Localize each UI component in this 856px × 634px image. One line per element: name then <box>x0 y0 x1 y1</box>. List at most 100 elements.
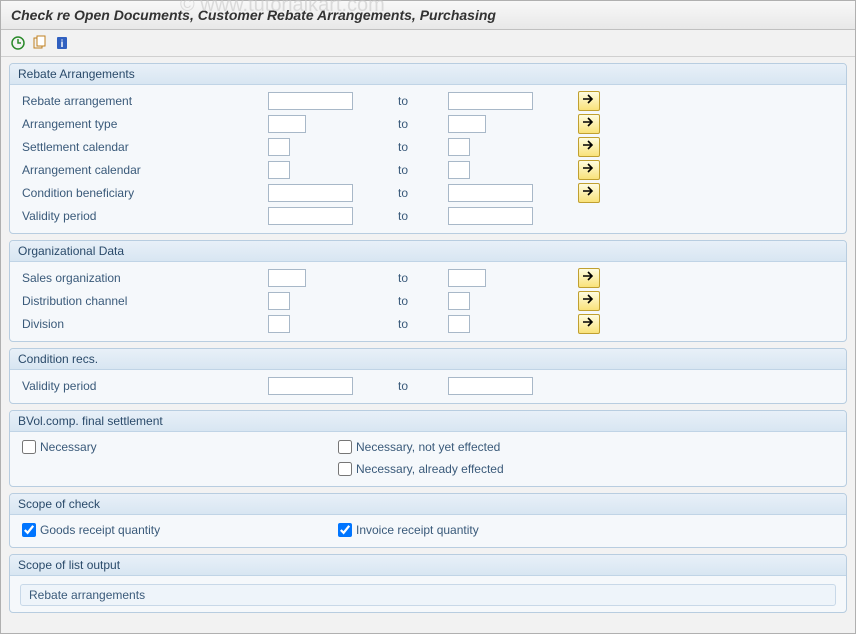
group-rebate-arrangements: Rebate Arrangements Rebate arrangement to… <box>9 63 847 234</box>
rebate-to-input[interactable] <box>448 161 470 179</box>
group-header-bvol: BVol.comp. final settlement <box>10 411 846 432</box>
to-label: to <box>398 271 448 285</box>
field-row: Division to <box>18 312 838 335</box>
execute-icon[interactable] <box>9 34 27 52</box>
checkbox-label: Goods receipt quantity <box>40 523 160 537</box>
org-from-input[interactable] <box>268 292 290 310</box>
rebate-to-input[interactable] <box>448 207 533 225</box>
rebate-from-input[interactable] <box>268 161 290 179</box>
field-row: Sales organization to <box>18 266 838 289</box>
checkbox[interactable] <box>338 440 352 454</box>
multiple-selection-button[interactable] <box>578 114 600 134</box>
field-row: Distribution channel to <box>18 289 838 312</box>
rebate-from-input[interactable] <box>268 207 353 225</box>
field-row: Arrangement type to <box>18 112 838 135</box>
group-organizational-data: Organizational Data Sales organization to… <box>9 240 847 342</box>
field-label: Sales organization <box>18 271 268 285</box>
rebate-from-input[interactable] <box>268 184 353 202</box>
sub-header-rebate-arrangements: Rebate arrangements <box>20 584 836 606</box>
to-label: to <box>398 209 448 223</box>
content-area: Rebate Arrangements Rebate arrangement to… <box>1 57 855 621</box>
to-label: to <box>398 163 448 177</box>
org-to-input[interactable] <box>448 292 470 310</box>
group-header-cond: Condition recs. <box>10 349 846 370</box>
rebate-from-input[interactable] <box>268 92 353 110</box>
page-title: Check re Open Documents, Customer Rebate… <box>1 1 855 30</box>
multiple-selection-button[interactable] <box>578 137 600 157</box>
rebate-to-input[interactable] <box>448 138 470 156</box>
group-bvol: BVol.comp. final settlement NecessaryNec… <box>9 410 847 487</box>
to-label: to <box>398 140 448 154</box>
title-text: Check re Open Documents, Customer Rebate… <box>11 7 496 23</box>
check-row: Goods receipt quantity Invoice receipt qu… <box>18 519 838 541</box>
org-from-input[interactable] <box>268 269 306 287</box>
group-list-output: Scope of list output Rebate arrangements <box>9 554 847 613</box>
to-label: to <box>398 317 448 331</box>
org-from-input[interactable] <box>268 315 290 333</box>
check-row: Necessary, already effected <box>18 458 838 480</box>
multiple-selection-button[interactable] <box>578 291 600 311</box>
field-label: Distribution channel <box>18 294 268 308</box>
info-icon[interactable]: i <box>53 34 71 52</box>
variant-icon[interactable] <box>31 34 49 52</box>
field-label: Arrangement type <box>18 117 268 131</box>
checkbox-label: Invoice receipt quantity <box>356 523 479 537</box>
arrow-right-icon <box>582 185 596 200</box>
multiple-selection-button[interactable] <box>578 314 600 334</box>
field-row: Validity period to <box>18 204 838 227</box>
field-label: Settlement calendar <box>18 140 268 154</box>
checkbox[interactable] <box>338 462 352 476</box>
checkbox[interactable] <box>22 440 36 454</box>
to-label: to <box>398 186 448 200</box>
org-to-input[interactable] <box>448 315 470 333</box>
multiple-selection-button[interactable] <box>578 91 600 111</box>
to-label: to <box>398 94 448 108</box>
group-scope-check: Scope of check Goods receipt quantity Inv… <box>9 493 847 548</box>
rebate-to-input[interactable] <box>448 115 486 133</box>
field-row: Rebate arrangement to <box>18 89 838 112</box>
to-label: to <box>398 379 448 393</box>
toolbar: i <box>1 30 855 57</box>
field-row: Condition beneficiary to <box>18 181 838 204</box>
group-header-scope: Scope of check <box>10 494 846 515</box>
arrow-right-icon <box>582 316 596 331</box>
checkbox-label: Necessary, already effected <box>356 462 504 476</box>
rebate-to-input[interactable] <box>448 184 533 202</box>
checkbox-label: Necessary, not yet effected <box>356 440 500 454</box>
arrow-right-icon <box>582 162 596 177</box>
field-label: Rebate arrangement <box>18 94 268 108</box>
field-label: Arrangement calendar <box>18 163 268 177</box>
multiple-selection-button[interactable] <box>578 160 600 180</box>
svg-text:i: i <box>61 39 64 50</box>
field-row: Validity period to <box>18 374 838 397</box>
multiple-selection-button[interactable] <box>578 183 600 203</box>
group-condition-recs: Condition recs. Validity period to <box>9 348 847 404</box>
arrow-right-icon <box>582 139 596 154</box>
org-to-input[interactable] <box>448 269 486 287</box>
field-label: Condition beneficiary <box>18 186 268 200</box>
field-label: Validity period <box>18 209 268 223</box>
checkbox-label: Necessary <box>40 440 97 454</box>
arrow-right-icon <box>582 293 596 308</box>
arrow-right-icon <box>582 270 596 285</box>
field-row: Settlement calendar to <box>18 135 838 158</box>
group-header-listoutput: Scope of list output <box>10 555 846 576</box>
to-label: to <box>398 117 448 131</box>
arrow-right-icon <box>582 116 596 131</box>
rebate-from-input[interactable] <box>268 138 290 156</box>
checkbox[interactable] <box>22 523 36 537</box>
field-label: Validity period <box>18 379 268 393</box>
to-label: to <box>398 294 448 308</box>
field-row: Arrangement calendar to <box>18 158 838 181</box>
rebate-from-input[interactable] <box>268 115 306 133</box>
checkbox[interactable] <box>338 523 352 537</box>
group-header-rebate: Rebate Arrangements <box>10 64 846 85</box>
field-label: Division <box>18 317 268 331</box>
arrow-right-icon <box>582 93 596 108</box>
cond-to-input[interactable] <box>448 377 533 395</box>
multiple-selection-button[interactable] <box>578 268 600 288</box>
check-row: Necessary Necessary, not yet effected <box>18 436 838 458</box>
group-header-org: Organizational Data <box>10 241 846 262</box>
rebate-to-input[interactable] <box>448 92 533 110</box>
cond-from-input[interactable] <box>268 377 353 395</box>
